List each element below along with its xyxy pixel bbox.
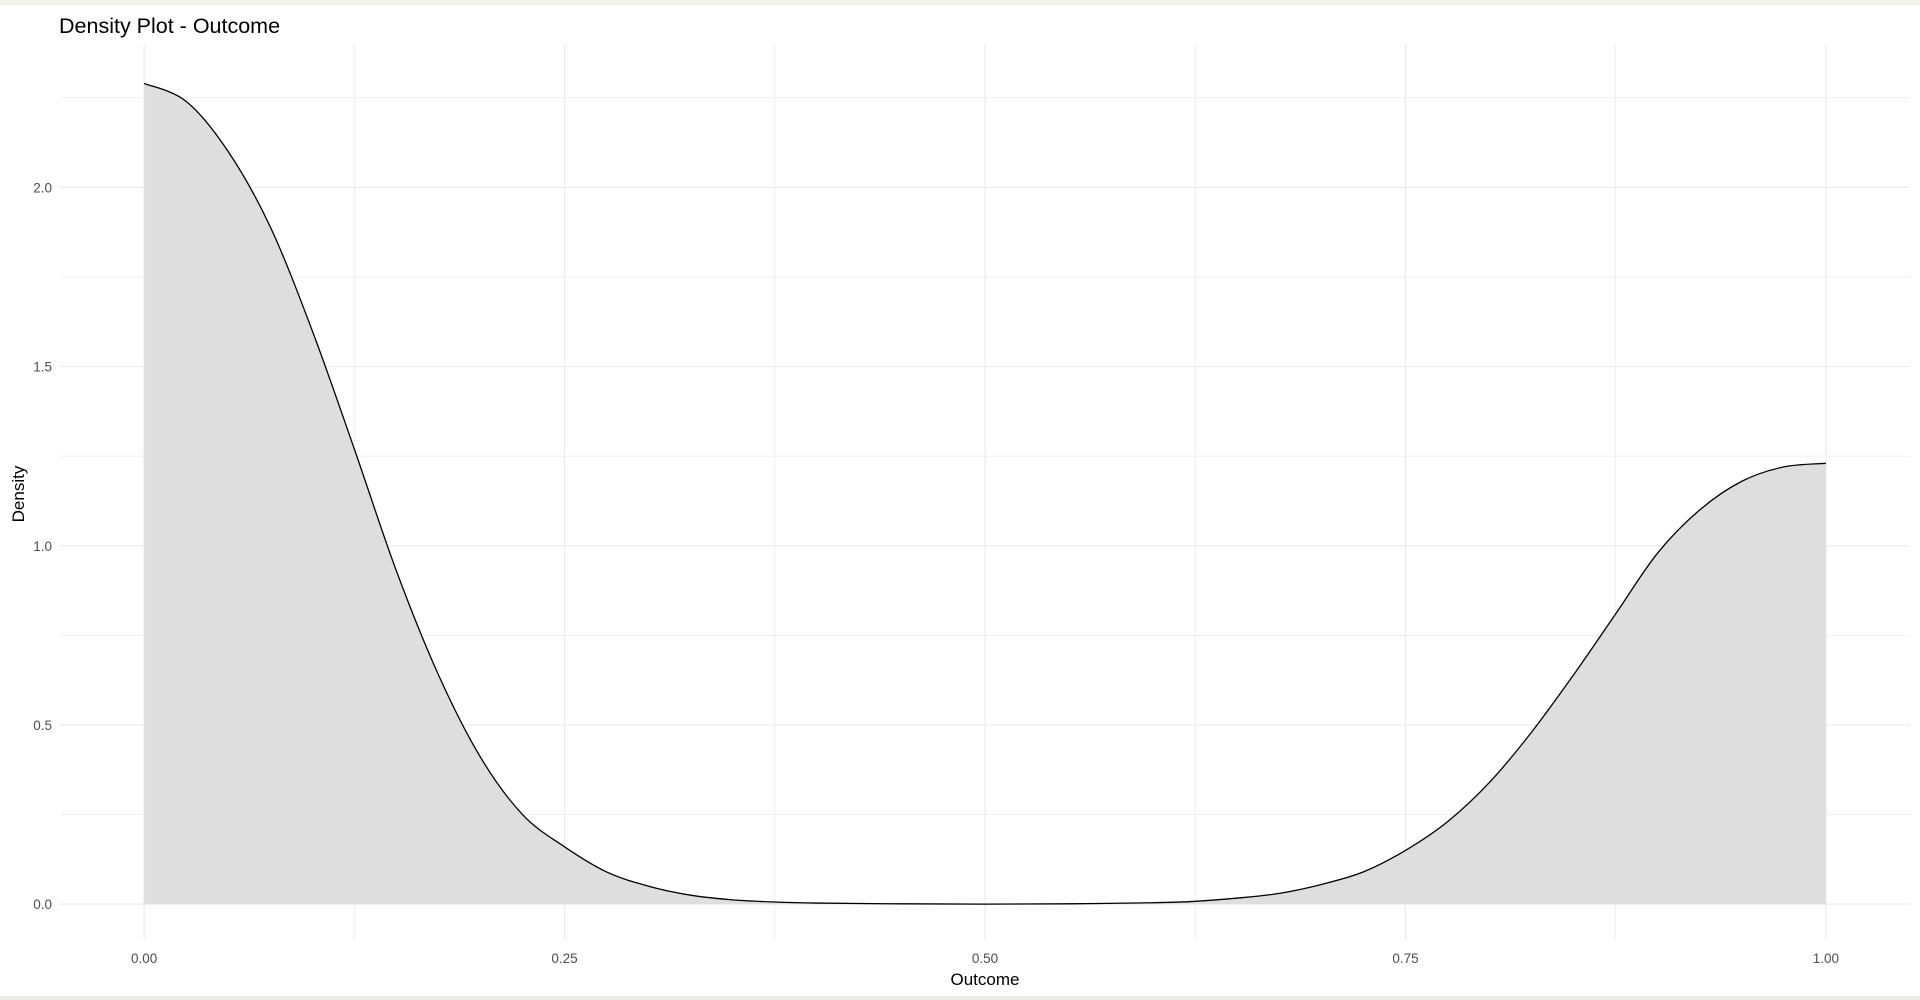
x-tick-label: 0.00 [131,951,157,966]
y-tick-label: 0.0 [33,897,52,912]
x-tick-label: 0.75 [1392,951,1418,966]
x-tick-label: 0.25 [551,951,577,966]
chart-title: Density Plot - Outcome [59,14,280,38]
window-top-edge [0,0,1920,5]
y-axis-ticks: 0.0 0.5 1.0 1.5 2.0 [33,180,52,912]
density-area [144,83,1826,905]
y-axis-title: Density [9,465,28,522]
y-tick-label: 0.5 [33,718,52,733]
y-tick-label: 2.0 [33,180,52,195]
x-axis-ticks: 0.00 0.25 0.50 0.75 1.00 [131,951,1839,966]
x-tick-label: 0.50 [972,951,998,966]
x-axis-title: Outcome [951,970,1020,989]
x-tick-label: 1.00 [1813,951,1839,966]
window-bottom-edge [0,996,1920,1000]
density-line [143,82,1826,905]
y-tick-label: 1.5 [33,360,52,375]
y-tick-label: 1.0 [33,539,52,554]
